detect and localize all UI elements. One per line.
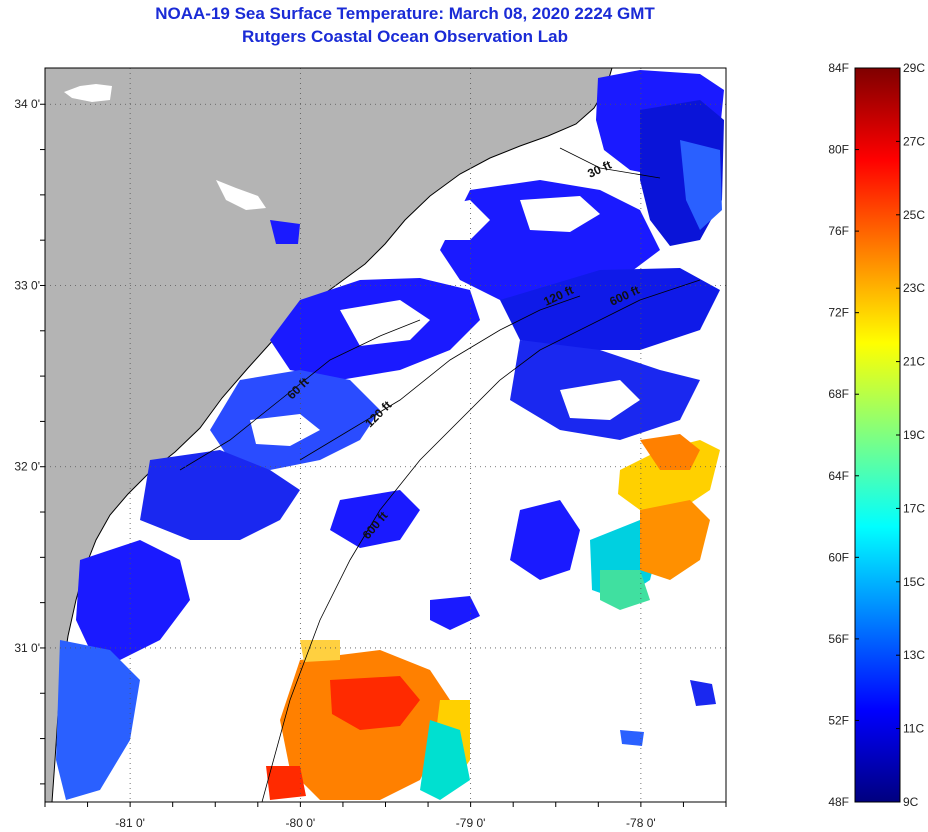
sst-patches [56,70,724,800]
isobath-600ft-a [261,279,701,802]
colorbar-label-c: 19C [903,428,925,442]
grid-lines [45,68,726,802]
colorbar-label-c: 29C [903,61,925,75]
colorbar-label-c: 11C [903,722,924,736]
map-axis-ticks: 34 0' 33 0' 32 0' 31 0' -81 0' -80 0' -79 0' -7… [14,97,727,830]
lat-tick-label: 33 0' [14,278,40,292]
isobaths [179,147,701,802]
lon-tick-label: -78 0' [626,816,656,830]
colorbar-label-f: 64F [828,469,849,483]
map-subtitle: Rutgers Coastal Ocean Observation Lab [242,27,568,46]
colorbar-label-c: 9C [903,795,919,809]
lat-tick-label: 34 0' [14,97,40,111]
colorbar-label-c: 25C [903,208,925,222]
colorbar-gradient [854,67,901,803]
isobath-30ft [559,147,661,179]
colorbar-label-f: 80F [828,143,849,157]
map-title: NOAA-19 Sea Surface Temperature: March 0… [155,4,655,23]
cloud-mask [250,196,640,446]
inland-lake [216,180,266,210]
coastline [51,68,613,802]
colorbar-labels: 84F 80F 76F 72F 68F 64F 60F 56F 52F 48F 29C 27C 25C 2… [828,61,925,809]
colorbar-label-c: 21C [903,355,925,369]
lat-tick-label: 31 0' [14,641,40,655]
colorbar-label-f: 76F [828,224,849,238]
colorbar-label-c: 13C [903,648,925,662]
land-area [45,68,612,802]
colorbar-label-f: 84F [828,61,849,75]
colorbar-label-f: 72F [828,306,849,320]
colorbar-label-f: 68F [828,387,849,401]
lat-tick-label: 32 0' [14,460,40,474]
isobath-120ft-a [299,295,581,461]
colorbar-label-c: 27C [903,134,925,148]
isobath-60ft [179,319,421,471]
colorbar-label-f: 56F [828,632,849,646]
lon-tick-label: -81 0' [115,816,145,830]
colorbar-label-f: 60F [828,550,849,564]
colorbar-label-f: 52F [828,713,849,727]
colorbar-label-c: 23C [903,281,925,295]
lon-tick-label: -79 0' [456,816,486,830]
map-content: 30 ft 60 ft 120 ft 600 ft 120 ft 600 ft [45,68,726,802]
colorbar-label-c: 15C [903,575,925,589]
colorbar-label-c: 17C [903,501,925,515]
lon-tick-label: -80 0' [286,816,316,830]
colorbar-label-f: 48F [828,795,849,809]
inland-lake [64,84,112,102]
